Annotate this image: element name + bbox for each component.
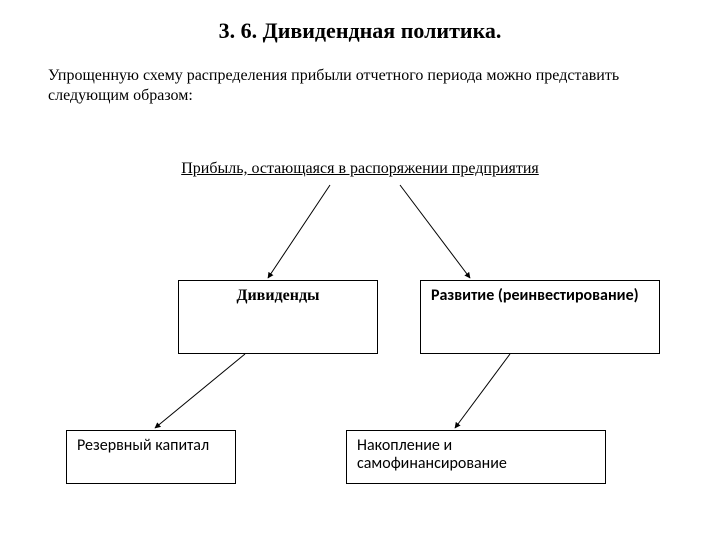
node-accumulation: Накопление и самофинансирование: [346, 430, 606, 484]
profit-heading: Прибыль, остающаяся в распоряжении предп…: [0, 160, 720, 178]
edge-arrow: [155, 354, 245, 428]
intro-paragraph: Упрощенную схему распределения прибыли о…: [48, 66, 668, 106]
node-development: Развитие (реинвестирование): [420, 280, 660, 354]
edge-arrow: [400, 185, 470, 278]
edge-arrow: [455, 354, 510, 428]
edge-arrow: [268, 185, 330, 278]
node-reserve: Резервный капитал: [66, 430, 236, 484]
page-title: 3. 6. Дивидендная политика.: [0, 18, 720, 44]
slide-canvas: 3. 6. Дивидендная политика. Упрощенную с…: [0, 0, 720, 540]
node-dividends: Дивиденды: [178, 280, 378, 354]
